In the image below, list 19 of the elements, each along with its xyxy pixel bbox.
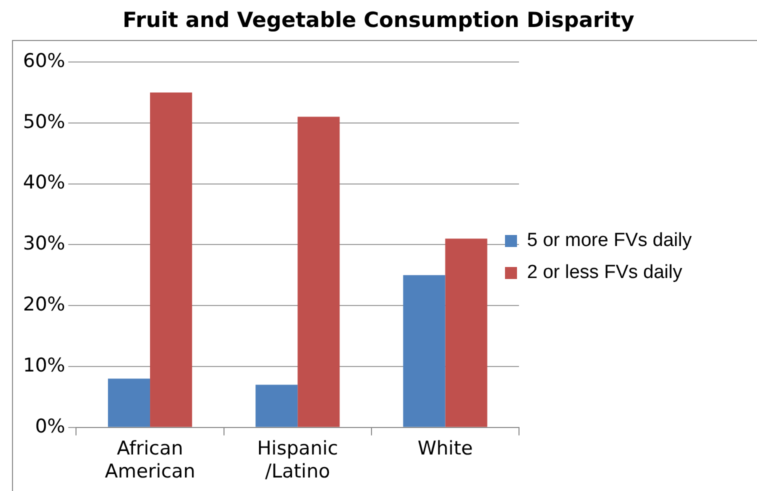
bar	[150, 92, 192, 427]
bar	[108, 378, 150, 427]
y-tick-label: 40%	[22, 172, 66, 194]
y-tick-label: 10%	[22, 354, 66, 376]
x-tick-label: African American	[104, 438, 196, 483]
y-tick-label: 30%	[22, 232, 66, 255]
chart-title: Fruit and Vegetable Consumption Disparity	[122, 8, 636, 32]
bar	[403, 275, 446, 427]
bar	[256, 384, 298, 427]
legend-label: 5 or more FVs daily	[527, 230, 692, 252]
bar	[298, 116, 340, 427]
y-tick-label: 50%	[22, 110, 66, 133]
legend-label: 2 or less FVs daily	[527, 262, 682, 284]
x-tick-label: White	[418, 438, 473, 460]
y-tick-label: 0%	[35, 415, 66, 438]
y-tick-label: 60%	[22, 50, 66, 72]
x-tick-label: Hispanic /Latino	[257, 438, 338, 483]
y-tick-label: 20%	[22, 294, 66, 316]
bar	[445, 238, 488, 427]
